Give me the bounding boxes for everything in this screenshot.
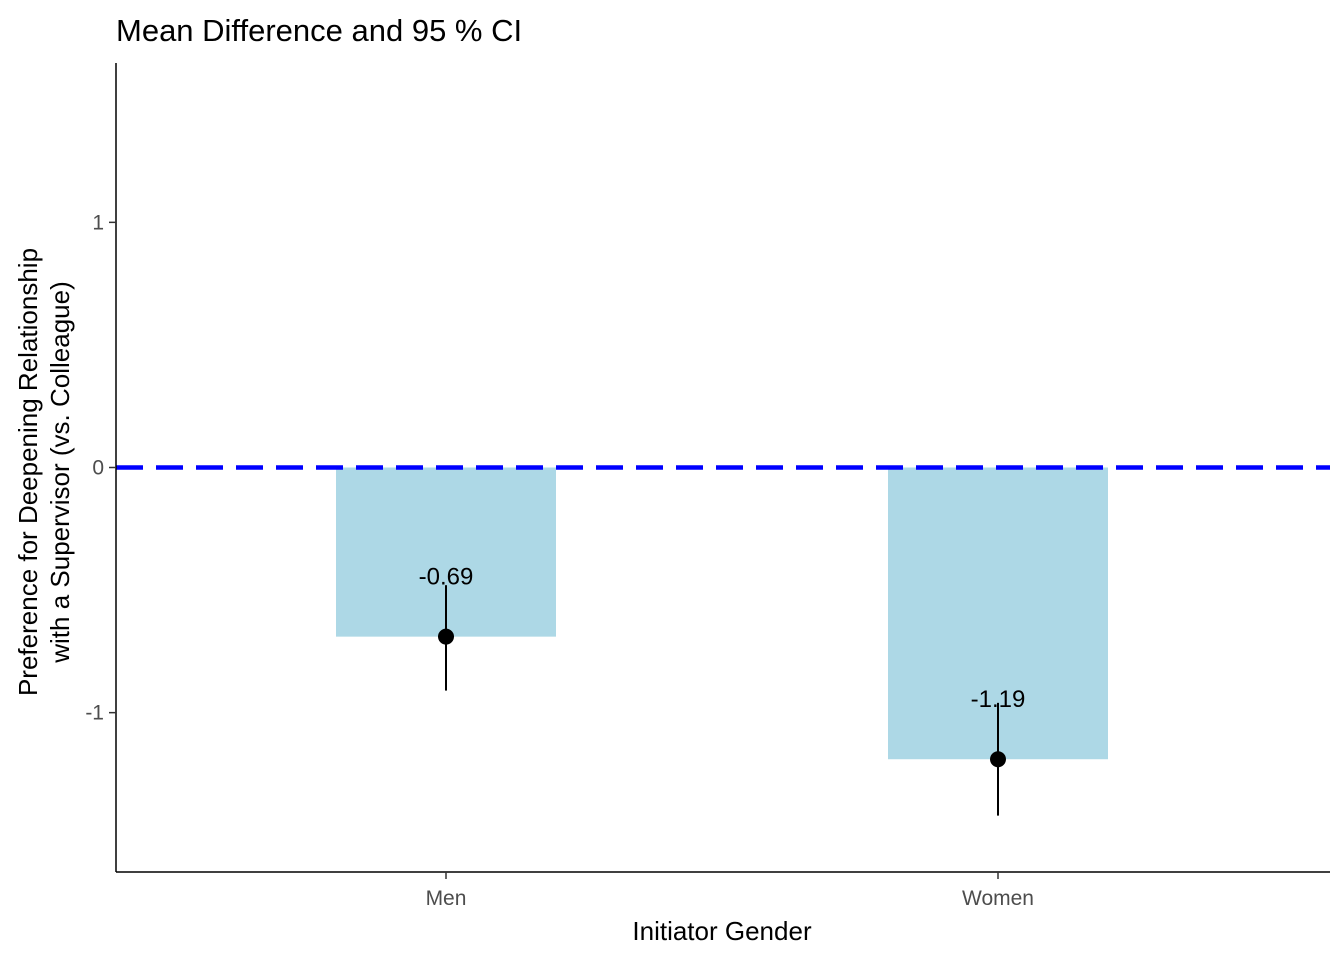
chart-title: Mean Difference and 95 % CI bbox=[116, 13, 522, 48]
bars-layer bbox=[336, 467, 1108, 760]
x-tick-label-men: Men bbox=[426, 887, 467, 910]
y-ticks-layer: -1 0 1 bbox=[85, 211, 116, 725]
y-axis-title: Preference for Deepening Relationship wi… bbox=[13, 248, 75, 696]
x-ticks-layer: Men Women bbox=[426, 872, 1034, 910]
y-tick-label: 0 bbox=[92, 457, 104, 480]
mean-point-men bbox=[438, 628, 454, 645]
x-tick-label-women: Women bbox=[962, 887, 1034, 910]
y-axis-title-line-1: Preference for Deepening Relationship bbox=[13, 248, 43, 696]
points-layer bbox=[438, 628, 1006, 768]
mean-point-women bbox=[990, 751, 1006, 768]
y-tick-label: -1 bbox=[85, 702, 104, 725]
y-tick-label: 1 bbox=[92, 211, 104, 234]
y-axis-title-line-2: with a Supervisor (vs. Colleague) bbox=[45, 281, 75, 664]
data-label-men: -0.69 bbox=[419, 564, 474, 591]
x-axis-title: Initiator Gender bbox=[632, 916, 812, 946]
data-labels-layer: -0.69 -1.19 bbox=[419, 564, 1026, 714]
data-label-women: -1.19 bbox=[971, 686, 1026, 713]
